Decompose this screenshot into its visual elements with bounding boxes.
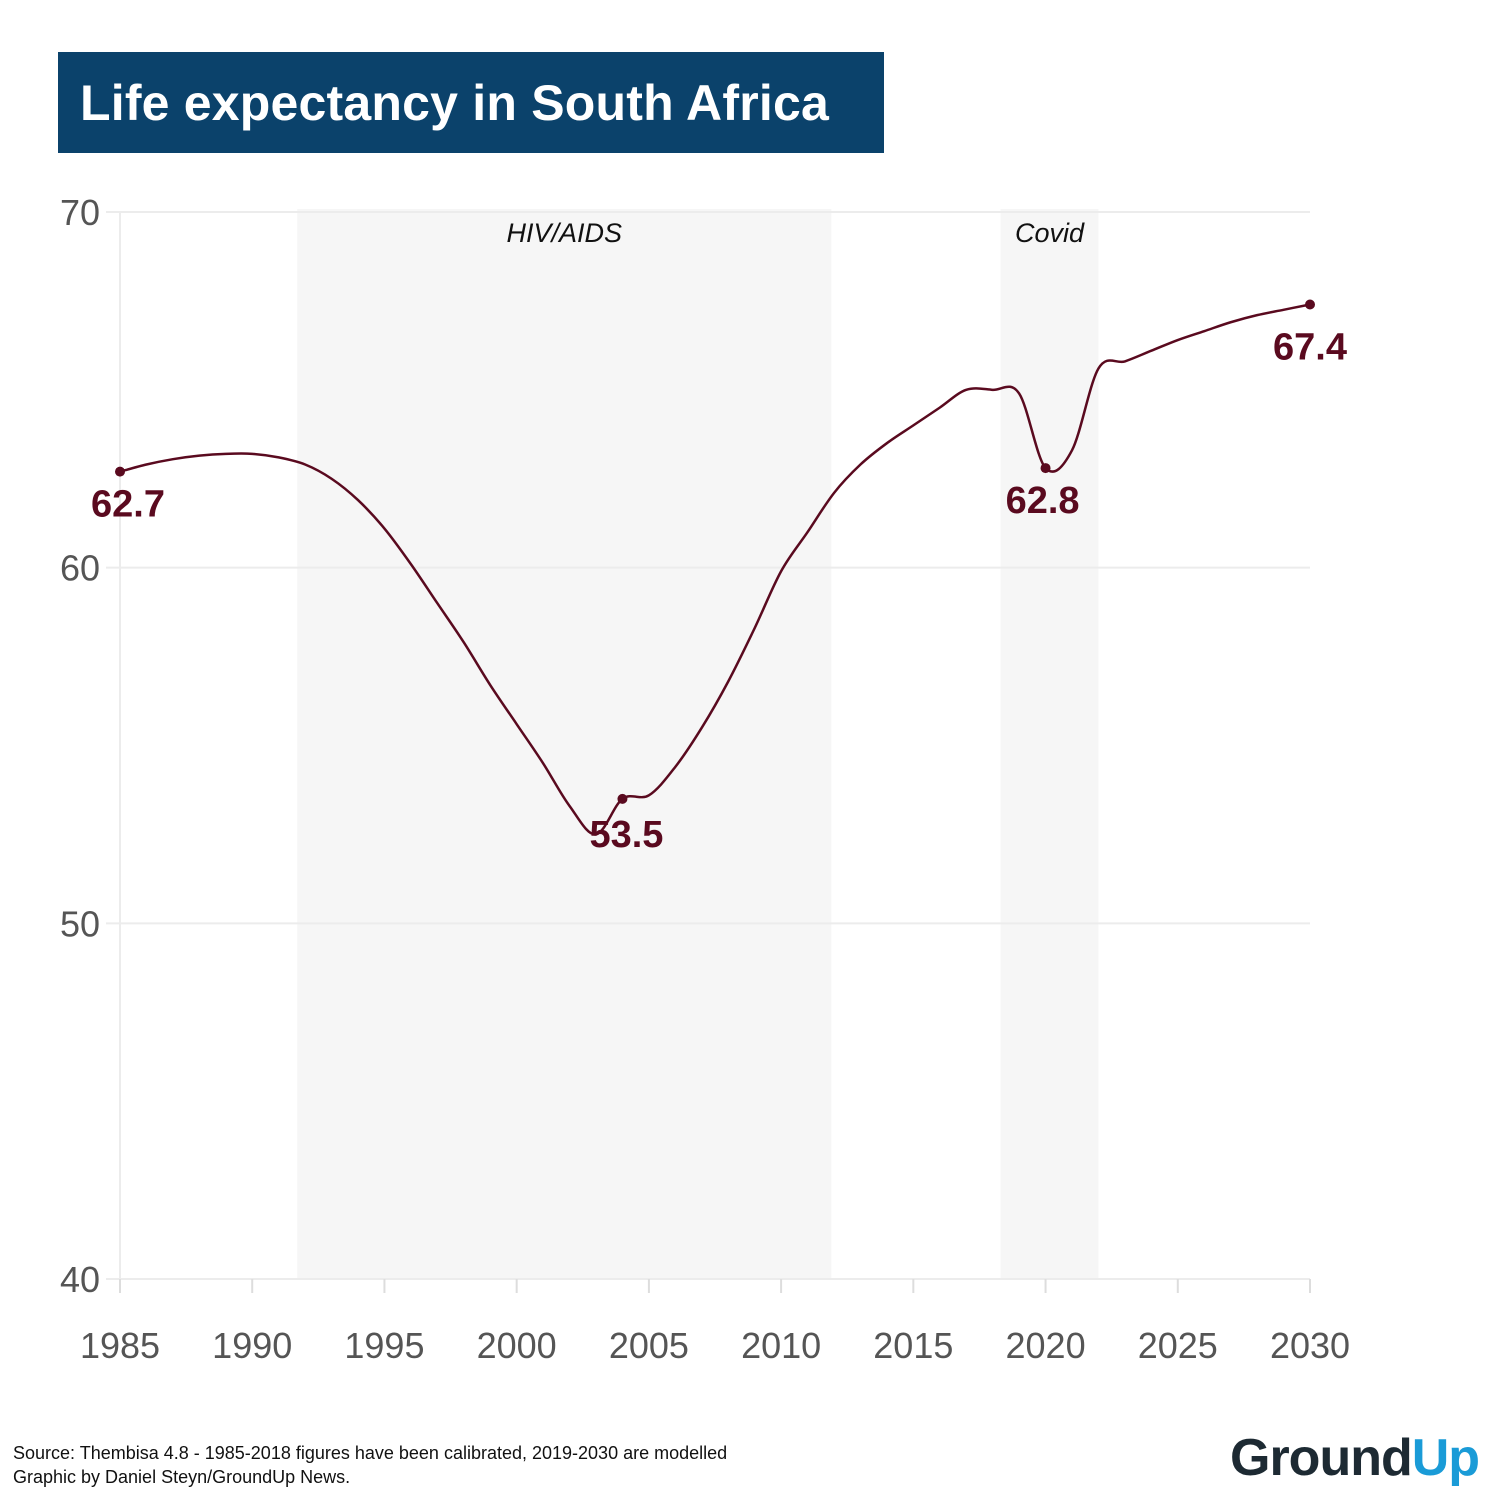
gridlines: 40 50 60 70 xyxy=(60,192,1310,1300)
point-2004 xyxy=(617,793,628,804)
footer: Source: Thembisa 4.8 - 1985-2018 figures… xyxy=(13,1441,727,1489)
x-tick-label-2005: 2005 xyxy=(609,1325,689,1366)
point-1985 xyxy=(115,466,125,477)
x-tick-label-1985: 1985 xyxy=(80,1325,160,1366)
labels-layer: 62.7 53.5 62.8 67.4 xyxy=(91,299,1347,856)
band-0 xyxy=(297,209,832,1279)
logo-part-up: Up xyxy=(1411,1429,1480,1487)
x-tick-label-1995: 1995 xyxy=(344,1325,424,1366)
band-label-1: Covid xyxy=(1015,218,1085,248)
data-label-2020: 62.8 xyxy=(1006,480,1080,522)
chart-title: Life expectancy in South Africa xyxy=(80,74,829,131)
point-2030 xyxy=(1305,299,1315,310)
y-tick-label-50: 50 xyxy=(60,903,100,944)
credit-note: Graphic by Daniel Steyn/GroundUp News. xyxy=(13,1467,351,1487)
x-tick-label-1990: 1990 xyxy=(212,1325,292,1366)
band-label-0: HIV/AIDS xyxy=(507,218,623,248)
event-bands: HIV/AIDS Covid xyxy=(297,209,1099,1279)
band-1 xyxy=(1000,209,1099,1279)
series-line-0 xyxy=(119,303,1311,836)
data-label-1985: 62.7 xyxy=(91,484,165,526)
series-layer xyxy=(119,303,1311,836)
axes: 1985 1990 1995 2000 2005 2010 2015 2020 2025 2030 xyxy=(80,212,1350,1366)
data-label-2030: 67.4 xyxy=(1273,326,1347,368)
y-tick-label-40: 40 xyxy=(60,1259,100,1300)
x-tick-label-2030: 2030 xyxy=(1270,1325,1350,1366)
data-label-2004: 53.5 xyxy=(589,814,663,856)
point-2020 xyxy=(1040,463,1051,474)
x-tick-label-2010: 2010 xyxy=(741,1325,821,1366)
logo-part-ground: Ground xyxy=(1230,1429,1413,1487)
source-note: Source: Thembisa 4.8 - 1985-2018 figures… xyxy=(13,1443,728,1463)
x-tick-label-2000: 2000 xyxy=(477,1325,557,1366)
x-tick-label-2025: 2025 xyxy=(1138,1325,1218,1366)
x-tick-label-2015: 2015 xyxy=(873,1325,953,1366)
y-tick-label-60: 60 xyxy=(60,548,100,589)
x-tick-label-2020: 2020 xyxy=(1006,1325,1086,1366)
groundup-logo: GroundUp xyxy=(1230,1428,1480,1488)
y-tick-label-70: 70 xyxy=(60,192,100,233)
chart-title-box: Life expectancy in South Africa xyxy=(58,52,884,153)
